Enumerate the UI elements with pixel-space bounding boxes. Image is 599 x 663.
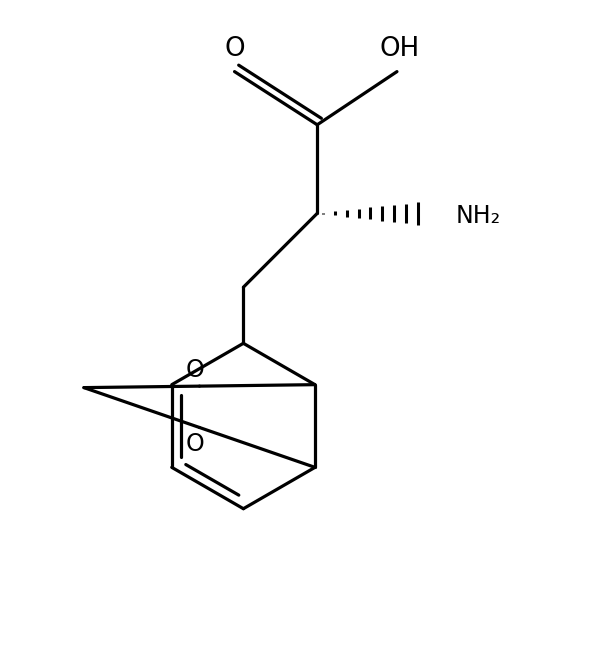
Text: O: O — [224, 36, 245, 62]
Text: O: O — [185, 432, 204, 456]
Text: OH: OH — [380, 36, 420, 62]
Text: O: O — [185, 357, 204, 382]
Text: NH₂: NH₂ — [456, 204, 501, 228]
